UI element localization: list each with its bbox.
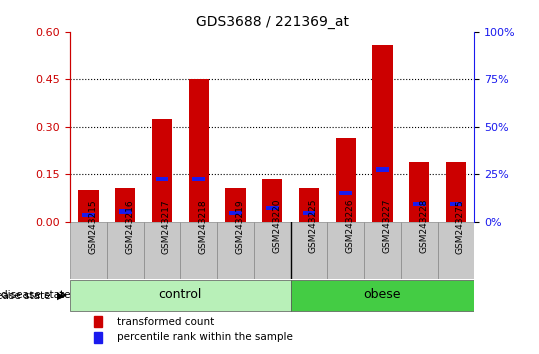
Bar xyxy=(156,177,168,181)
Text: GSM243218: GSM243218 xyxy=(199,199,208,253)
Bar xyxy=(94,316,101,327)
Bar xyxy=(78,190,99,222)
Bar xyxy=(299,188,319,222)
Text: obese: obese xyxy=(364,289,401,302)
Text: disease state: disease state xyxy=(1,290,70,300)
Bar xyxy=(115,188,135,222)
Title: GDS3688 / 221369_at: GDS3688 / 221369_at xyxy=(196,16,349,29)
Bar xyxy=(143,222,181,279)
Bar xyxy=(364,222,401,279)
Bar xyxy=(225,188,246,222)
Bar xyxy=(376,167,389,172)
Bar xyxy=(450,202,462,206)
Bar xyxy=(119,210,132,213)
Bar xyxy=(446,161,466,222)
Text: GSM243219: GSM243219 xyxy=(236,199,245,253)
Text: GSM243227: GSM243227 xyxy=(383,199,391,253)
Text: GSM243220: GSM243220 xyxy=(272,199,281,253)
Bar xyxy=(217,222,254,279)
Text: transformed count: transformed count xyxy=(116,316,214,327)
Bar xyxy=(189,79,209,222)
Text: control: control xyxy=(158,289,202,302)
Text: percentile rank within the sample: percentile rank within the sample xyxy=(116,332,293,342)
Bar xyxy=(336,138,356,222)
Bar xyxy=(409,161,429,222)
Bar xyxy=(266,206,279,210)
Bar xyxy=(70,280,291,311)
Text: GSM243225: GSM243225 xyxy=(309,199,318,253)
Text: disease state  ▶: disease state ▶ xyxy=(0,291,65,301)
Bar xyxy=(327,222,364,279)
Bar xyxy=(254,222,291,279)
Text: GSM243228: GSM243228 xyxy=(419,199,428,253)
Bar xyxy=(70,222,107,279)
Text: GSM243215: GSM243215 xyxy=(88,199,98,253)
Bar xyxy=(107,222,143,279)
Bar xyxy=(372,45,392,222)
Bar xyxy=(339,191,352,195)
Bar xyxy=(291,280,474,311)
Bar xyxy=(401,222,438,279)
Bar xyxy=(152,119,172,222)
Bar xyxy=(192,177,205,181)
Bar xyxy=(302,211,315,216)
Bar xyxy=(438,222,474,279)
Bar xyxy=(262,179,282,222)
Bar xyxy=(94,332,101,343)
Text: GSM243217: GSM243217 xyxy=(162,199,171,253)
Text: GSM243226: GSM243226 xyxy=(345,199,355,253)
Text: GSM243275: GSM243275 xyxy=(456,199,465,253)
Bar xyxy=(413,202,426,206)
Bar xyxy=(229,211,242,216)
Bar xyxy=(291,222,327,279)
Bar xyxy=(181,222,217,279)
Text: GSM243216: GSM243216 xyxy=(125,199,134,253)
Bar xyxy=(82,213,95,217)
